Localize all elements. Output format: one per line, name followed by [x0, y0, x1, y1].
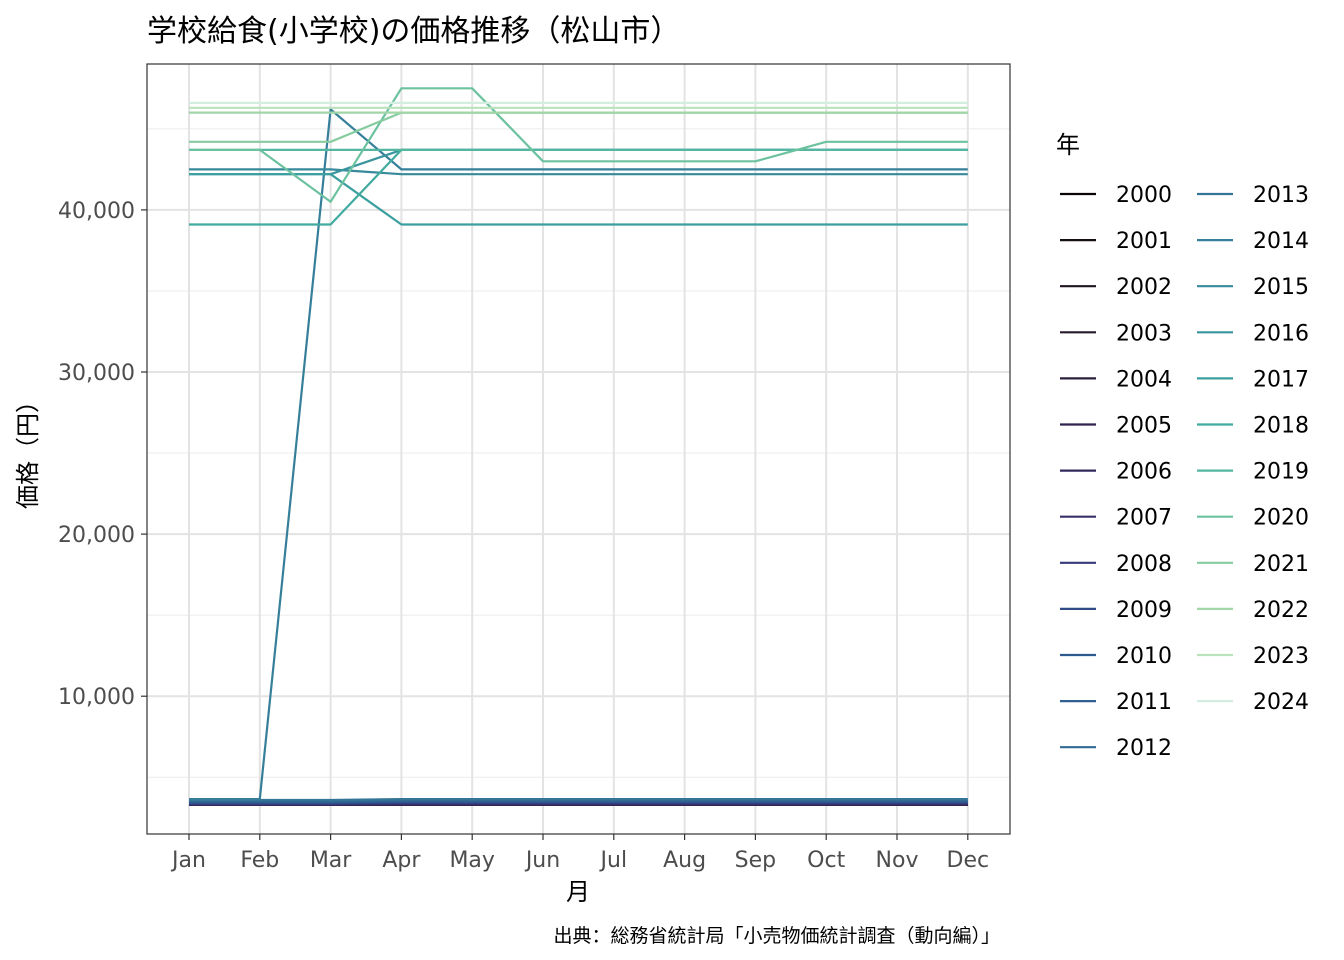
x-tick-label: Apr: [382, 848, 421, 873]
series-line-2015: [189, 168, 968, 176]
legend-label: 2014: [1253, 229, 1309, 254]
legend-item-2015: 2015: [1197, 275, 1309, 300]
legend-item-2023: 2023: [1197, 644, 1309, 669]
x-tick-label: Aug: [663, 848, 706, 873]
y-tick-label: 10,000: [58, 685, 135, 710]
legend-item-2001: 2001: [1060, 229, 1172, 254]
legend-label: 2001: [1116, 229, 1172, 254]
legend-item-2014: 2014: [1197, 229, 1309, 254]
legend-label: 2018: [1253, 414, 1309, 439]
legend-item-2002: 2002: [1060, 275, 1172, 300]
plot-border: [146, 63, 1011, 835]
legend-label: 2011: [1116, 690, 1172, 715]
legend-item-2010: 2010: [1060, 644, 1172, 669]
y-axis: 10,000 20,000 30,000 40,000: [58, 199, 147, 710]
legend-label: 2005: [1116, 414, 1172, 439]
legend-label: 2021: [1253, 552, 1309, 577]
legend-title: 年: [1056, 131, 1080, 159]
legend-label: 2004: [1116, 367, 1172, 392]
legend-label: 2000: [1116, 183, 1172, 208]
legend-item-2020: 2020: [1197, 506, 1309, 531]
chart-caption: 出典：総務省統計局「小売物価統計調査（動向編）」: [553, 925, 1000, 947]
chart-title: 学校給食(小学校)の価格推移（松山市）: [147, 14, 680, 49]
legend-label: 2008: [1116, 552, 1172, 577]
legend-item-2016: 2016: [1197, 321, 1309, 346]
legend: 2000 2001 2002 2003 2004 2005 2006 2007 2008 2009…: [1060, 183, 1309, 761]
legend-label: 2013: [1253, 183, 1309, 208]
legend-label: 2003: [1116, 321, 1172, 346]
legend-item-2011: 2011: [1060, 690, 1172, 715]
legend-label: 2012: [1116, 736, 1172, 761]
legend-label: 2023: [1253, 644, 1309, 669]
x-tick-label: Mar: [310, 848, 352, 873]
series-line-2020: [189, 87, 968, 203]
legend-label: 2006: [1116, 460, 1172, 485]
legend-label: 2015: [1253, 275, 1309, 300]
y-tick-label: 30,000: [58, 361, 135, 386]
x-tick-label: Oct: [807, 848, 845, 873]
y-tick-label: 40,000: [58, 199, 135, 224]
legend-item-2009: 2009: [1060, 598, 1172, 623]
x-axis: Jan Feb Mar Apr May Jun Jul Aug Sep Oct Nov Dec: [170, 834, 989, 873]
x-tick-label: Jun: [524, 848, 560, 873]
legend-item-2003: 2003: [1060, 321, 1172, 346]
legend-label: 2019: [1253, 460, 1309, 485]
legend-item-2024: 2024: [1197, 690, 1309, 715]
x-tick-label: Sep: [735, 848, 776, 873]
x-tick-label: Nov: [876, 848, 919, 873]
series-line-2013: [189, 797, 968, 802]
legend-label: 2010: [1116, 644, 1172, 669]
legend-label: 2002: [1116, 275, 1172, 300]
x-tick-label: Jul: [599, 848, 628, 873]
legend-item-2004: 2004: [1060, 367, 1172, 392]
legend-item-2018: 2018: [1197, 414, 1309, 439]
legend-item-2006: 2006: [1060, 460, 1172, 485]
legend-label: 2022: [1253, 598, 1309, 623]
legend-item-2019: 2019: [1197, 460, 1309, 485]
series-lines: [189, 87, 968, 806]
legend-item-2007: 2007: [1060, 506, 1172, 531]
series-line-2017: [189, 173, 968, 226]
legend-label: 2016: [1253, 321, 1309, 346]
x-tick-label: Jan: [170, 848, 206, 873]
y-tick-label: 20,000: [58, 523, 135, 548]
legend-item-2013: 2013: [1197, 183, 1309, 208]
plot-panel: [147, 64, 1010, 834]
legend-label: 2024: [1253, 690, 1309, 715]
legend-item-2000: 2000: [1060, 183, 1172, 208]
grid-lines: [147, 64, 1010, 834]
x-axis-title: 月: [566, 878, 590, 906]
legend-item-2017: 2017: [1197, 367, 1309, 392]
legend-item-2022: 2022: [1197, 598, 1309, 623]
legend-label: 2017: [1253, 367, 1309, 392]
legend-label: 2020: [1253, 506, 1309, 531]
y-axis-title: 価格（円）: [14, 389, 42, 509]
x-tick-label: May: [449, 848, 494, 873]
x-tick-label: Feb: [240, 848, 279, 873]
x-tick-label: Dec: [947, 848, 990, 873]
legend-item-2012: 2012: [1060, 736, 1172, 761]
legend-label: 2007: [1116, 506, 1172, 531]
legend-item-2008: 2008: [1060, 552, 1172, 577]
legend-label: 2009: [1116, 598, 1172, 623]
legend-item-2021: 2021: [1197, 552, 1309, 577]
legend-item-2005: 2005: [1060, 414, 1172, 439]
